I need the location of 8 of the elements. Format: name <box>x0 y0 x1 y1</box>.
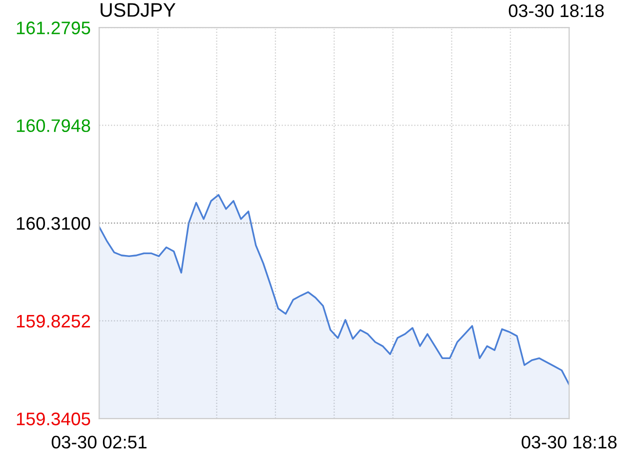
y-tick-label: 159.8252 <box>16 314 90 328</box>
chart-title: USDJPY <box>100 3 176 17</box>
text: 03-30 18:18 <box>508 4 604 18</box>
y-tick-label: 160.7948 <box>16 119 90 132</box>
y-tick-label: 159.3405 <box>16 412 90 426</box>
y-tick-label: 160.3100 <box>16 217 90 230</box>
y-tick-label: 161.2795 <box>16 22 90 34</box>
x-tick-label: 03-30 02:51 <box>52 436 147 449</box>
